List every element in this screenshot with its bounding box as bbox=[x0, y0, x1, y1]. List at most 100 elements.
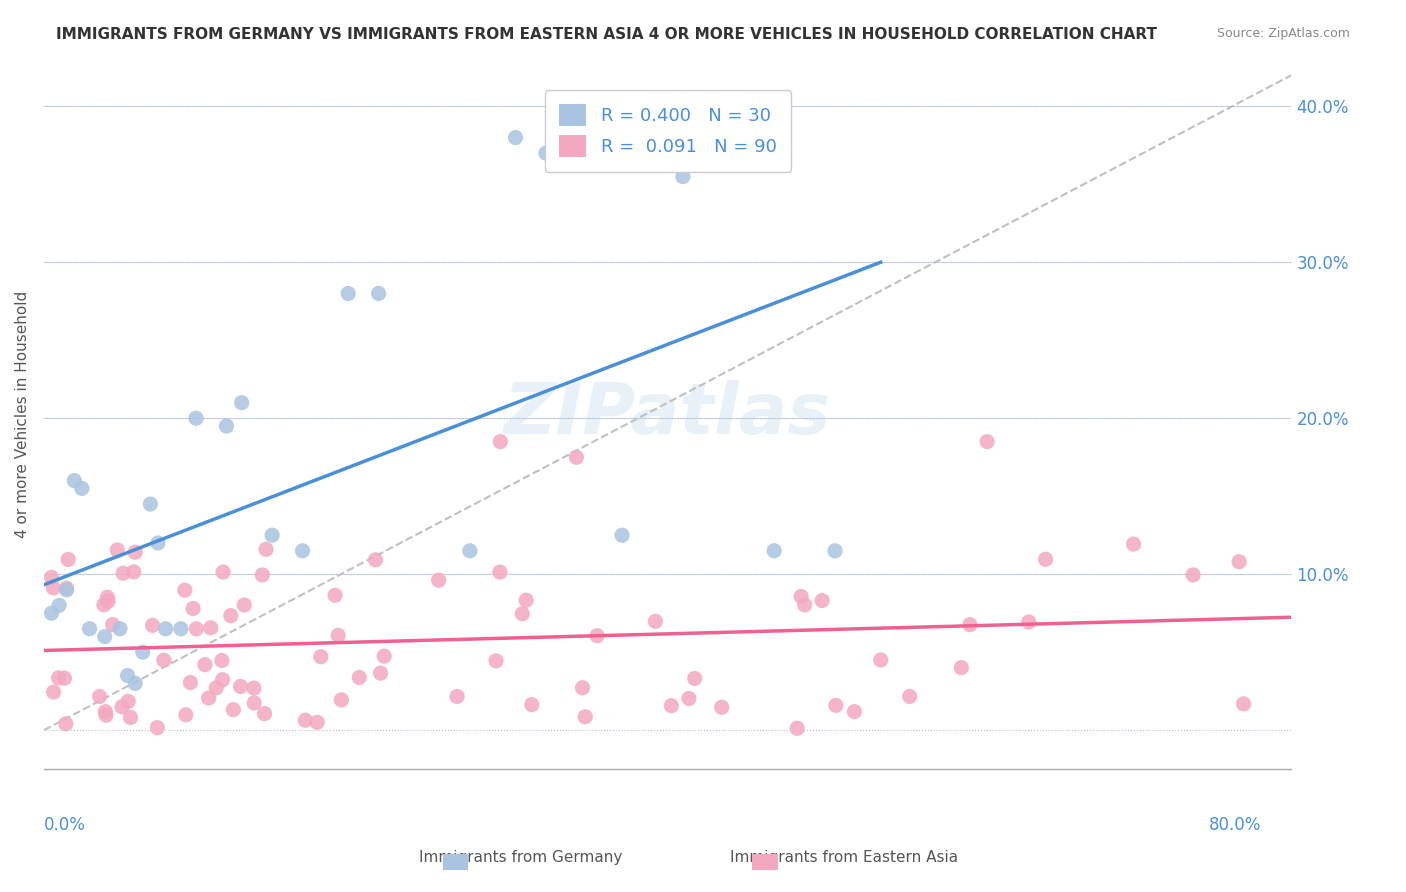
Text: ZIPatlas: ZIPatlas bbox=[503, 380, 831, 449]
Point bbox=[370, 666, 392, 681]
Point bbox=[200, 621, 222, 635]
Point bbox=[93, 598, 115, 612]
Point bbox=[309, 649, 332, 664]
Point bbox=[489, 565, 512, 579]
Point bbox=[458, 543, 481, 558]
Point bbox=[373, 649, 395, 664]
Point bbox=[97, 594, 120, 608]
Point bbox=[222, 703, 245, 717]
Point bbox=[330, 693, 353, 707]
Point bbox=[367, 286, 389, 301]
Point bbox=[307, 715, 329, 730]
Point bbox=[41, 606, 63, 620]
Point bbox=[485, 654, 508, 668]
Point bbox=[89, 690, 111, 704]
Point bbox=[790, 590, 813, 604]
Point bbox=[42, 581, 65, 595]
Point bbox=[661, 698, 683, 713]
Point bbox=[898, 690, 921, 704]
Point bbox=[120, 710, 142, 724]
Point bbox=[55, 581, 77, 595]
Point bbox=[179, 675, 201, 690]
Point bbox=[710, 700, 733, 714]
Point bbox=[610, 528, 633, 542]
Point bbox=[94, 705, 117, 719]
Point bbox=[48, 599, 70, 613]
Point bbox=[79, 622, 101, 636]
Point bbox=[132, 645, 155, 659]
Point bbox=[959, 617, 981, 632]
Point bbox=[105, 542, 128, 557]
Text: Source: ZipAtlas.com: Source: ZipAtlas.com bbox=[1216, 27, 1350, 40]
Point bbox=[243, 681, 266, 695]
Point bbox=[294, 713, 316, 727]
Point bbox=[253, 706, 276, 721]
Point bbox=[763, 543, 786, 558]
Point bbox=[170, 622, 193, 636]
Point bbox=[793, 598, 815, 612]
Point bbox=[446, 690, 468, 704]
Point bbox=[153, 653, 176, 667]
Point bbox=[219, 608, 242, 623]
Point bbox=[586, 629, 609, 643]
Point bbox=[337, 286, 360, 301]
Point bbox=[678, 691, 700, 706]
Point bbox=[94, 708, 117, 723]
Point bbox=[55, 582, 77, 597]
Point bbox=[197, 691, 219, 706]
Point bbox=[811, 593, 834, 607]
Point bbox=[205, 681, 228, 695]
Point bbox=[571, 681, 593, 695]
Point bbox=[184, 411, 207, 425]
Point bbox=[139, 497, 162, 511]
Point bbox=[108, 622, 131, 636]
Point bbox=[427, 573, 450, 587]
Point bbox=[976, 434, 998, 449]
Point bbox=[565, 130, 588, 145]
Point bbox=[950, 660, 973, 674]
Point bbox=[844, 705, 866, 719]
Point bbox=[489, 434, 512, 449]
Point bbox=[173, 583, 195, 598]
Text: 0.0%: 0.0% bbox=[44, 816, 86, 834]
Point bbox=[291, 543, 314, 558]
Point bbox=[231, 395, 253, 409]
Point bbox=[683, 672, 706, 686]
Point bbox=[323, 588, 346, 602]
Point bbox=[211, 653, 233, 667]
Point bbox=[1182, 568, 1205, 582]
Point bbox=[174, 707, 197, 722]
Point bbox=[520, 698, 543, 712]
Point bbox=[786, 721, 808, 735]
Point bbox=[58, 552, 80, 566]
Point bbox=[824, 543, 846, 558]
Point bbox=[53, 671, 76, 685]
Point bbox=[215, 419, 238, 434]
Point bbox=[181, 601, 204, 615]
Point bbox=[644, 615, 666, 629]
Y-axis label: 4 or more Vehicles in Household: 4 or more Vehicles in Household bbox=[15, 291, 30, 538]
Point bbox=[1232, 697, 1254, 711]
Point bbox=[515, 593, 537, 607]
Point bbox=[1035, 552, 1057, 566]
Text: Immigrants from Eastern Asia: Immigrants from Eastern Asia bbox=[730, 850, 957, 865]
Point bbox=[124, 545, 146, 559]
Point bbox=[233, 598, 256, 612]
Point bbox=[1122, 537, 1144, 551]
Point bbox=[93, 630, 115, 644]
Point bbox=[349, 670, 371, 684]
Point bbox=[243, 696, 266, 710]
Text: 80.0%: 80.0% bbox=[1209, 816, 1261, 834]
Point bbox=[364, 553, 387, 567]
Text: IMMIGRANTS FROM GERMANY VS IMMIGRANTS FROM EASTERN ASIA 4 OR MORE VEHICLES IN HO: IMMIGRANTS FROM GERMANY VS IMMIGRANTS FR… bbox=[56, 27, 1157, 42]
Point bbox=[112, 566, 135, 581]
Point bbox=[534, 146, 557, 161]
Point bbox=[146, 536, 169, 550]
Legend: R = 0.400   N = 30, R =  0.091   N = 90: R = 0.400 N = 30, R = 0.091 N = 90 bbox=[544, 90, 790, 172]
Point bbox=[155, 622, 177, 636]
Point bbox=[254, 542, 277, 557]
Point bbox=[55, 716, 77, 731]
Point bbox=[42, 685, 65, 699]
Point bbox=[194, 657, 217, 672]
Point bbox=[48, 671, 70, 685]
